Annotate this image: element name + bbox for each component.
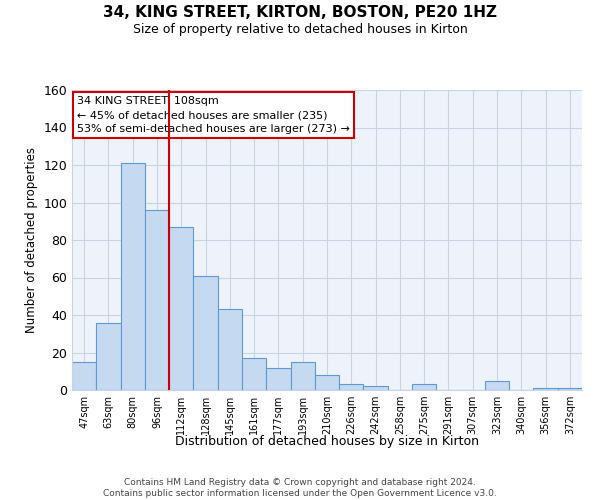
Bar [412, 384, 436, 390]
Text: Distribution of detached houses by size in Kirton: Distribution of detached houses by size … [175, 435, 479, 448]
Bar [339, 384, 364, 390]
Text: 34 KING STREET: 108sqm
← 45% of detached houses are smaller (235)
53% of semi-de: 34 KING STREET: 108sqm ← 45% of detached… [77, 96, 350, 134]
Bar [169, 227, 193, 390]
Bar [145, 210, 169, 390]
Text: Contains HM Land Registry data © Crown copyright and database right 2024.
Contai: Contains HM Land Registry data © Crown c… [103, 478, 497, 498]
Bar [533, 388, 558, 390]
Bar [364, 386, 388, 390]
Text: Size of property relative to detached houses in Kirton: Size of property relative to detached ho… [133, 22, 467, 36]
Y-axis label: Number of detached properties: Number of detached properties [25, 147, 38, 333]
Bar [558, 388, 582, 390]
Bar [485, 380, 509, 390]
Bar [72, 362, 96, 390]
Bar [121, 163, 145, 390]
Bar [290, 362, 315, 390]
Bar [242, 358, 266, 390]
Bar [218, 310, 242, 390]
Text: 34, KING STREET, KIRTON, BOSTON, PE20 1HZ: 34, KING STREET, KIRTON, BOSTON, PE20 1H… [103, 5, 497, 20]
Bar [96, 322, 121, 390]
Bar [315, 375, 339, 390]
Bar [266, 368, 290, 390]
Bar [193, 276, 218, 390]
